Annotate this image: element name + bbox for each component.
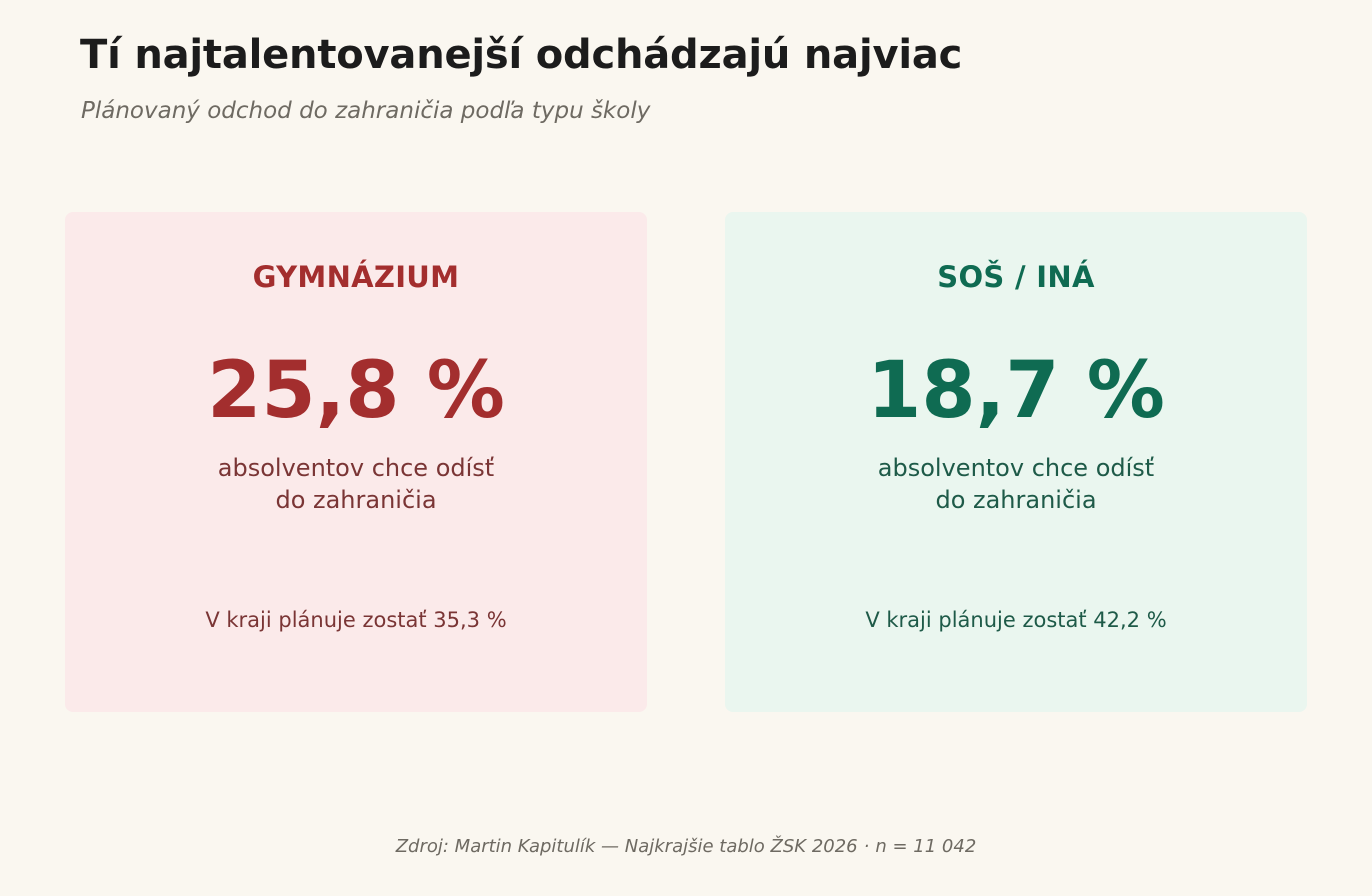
page-subtitle: Plánovaný odchod do zahraničia podľa typ… (81, 98, 651, 124)
card-description-line: do zahraničia (275, 486, 437, 514)
source-footer: Zdroj: Martin Kapitulík — Najkrajšie tab… (0, 836, 1372, 857)
stat-card-sos: SOŠ / INÁ 18,7 % absolventov chce odísť … (725, 212, 1307, 712)
card-note: V kraji plánuje zostať 35,3 % (205, 608, 507, 632)
card-note: V kraji plánuje zostať 42,2 % (865, 608, 1167, 632)
card-description-line: absolventov chce odísť (877, 454, 1155, 482)
sample-size: n = 11 042 (875, 836, 977, 857)
card-description-line: absolventov chce odísť (217, 454, 495, 482)
card-value: 18,7 % (867, 346, 1165, 436)
card-description: absolventov chce odísť do zahraničia (65, 452, 647, 516)
source-text: Zdroj: Martin Kapitulík — Najkrajšie tab… (395, 836, 858, 857)
card-label: SOŠ / INÁ (937, 260, 1095, 294)
card-description-line: do zahraničia (935, 486, 1097, 514)
stat-card-gymnazium: GYMNÁZIUM 25,8 % absolventov chce odísť … (65, 212, 647, 712)
card-description: absolventov chce odísť do zahraničia (725, 452, 1307, 516)
footer-separator: · (863, 836, 870, 857)
page-title: Tí najtalentovanejší odchádzajú najviac (80, 32, 963, 78)
card-value: 25,8 % (207, 346, 505, 436)
card-label: GYMNÁZIUM (252, 260, 460, 294)
